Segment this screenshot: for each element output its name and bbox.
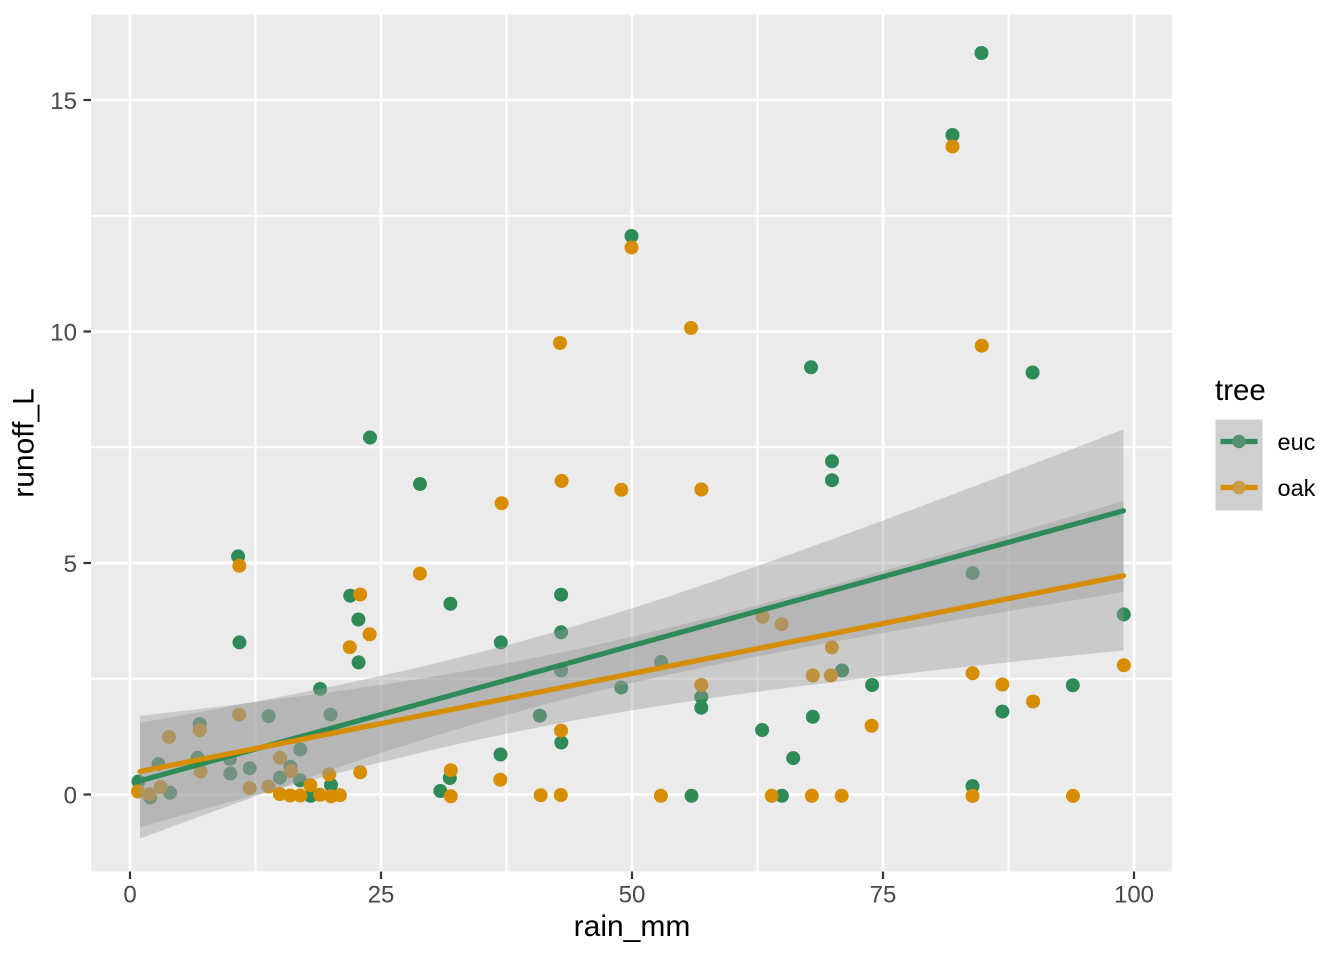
svg-text:10: 10	[50, 320, 77, 347]
svg-text:rain_mm: rain_mm	[574, 910, 691, 943]
svg-text:5: 5	[64, 551, 77, 578]
svg-text:25: 25	[368, 882, 395, 909]
svg-text:0: 0	[123, 882, 136, 909]
svg-text:100: 100	[1114, 882, 1154, 909]
svg-text:15: 15	[50, 88, 77, 115]
svg-text:0: 0	[64, 783, 77, 810]
svg-text:euc: euc	[1278, 429, 1316, 455]
svg-text:runoff_L: runoff_L	[8, 388, 41, 498]
svg-text:75: 75	[870, 882, 897, 909]
svg-text:oak: oak	[1278, 475, 1316, 501]
svg-text:50: 50	[619, 882, 646, 909]
svg-text:tree: tree	[1215, 374, 1266, 407]
